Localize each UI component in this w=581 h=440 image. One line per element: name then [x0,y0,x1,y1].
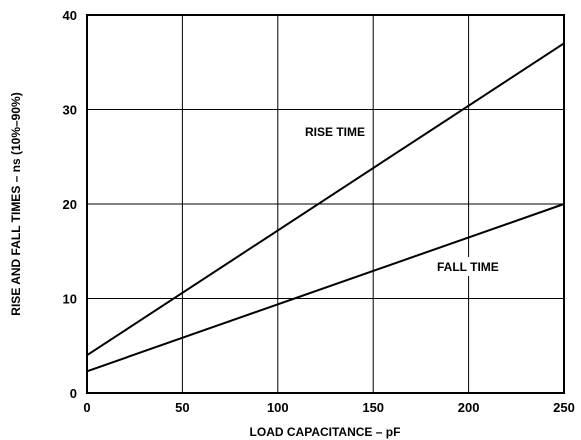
x-tick-label: 200 [458,400,480,415]
series-labels: RISE TIME FALL TIME [305,125,547,276]
series-line-rise-time [86,42,565,357]
x-tick-label: 250 [553,400,575,415]
y-tick-label: 30 [63,103,77,118]
y-tick-labels: 0 10 20 30 40 [63,8,77,401]
x-tick-label: 100 [267,400,289,415]
series-label-fall-time: FALL TIME [437,260,499,274]
x-tick-label: 0 [83,400,90,415]
y-tick-label: 10 [63,292,77,307]
x-axis-title: LOAD CAPACITANCE – pF [250,425,401,439]
series-label-rise-time: RISE TIME [305,125,365,139]
series-line-fall-time [86,203,565,373]
series-group [86,42,565,373]
y-axis-title: RISE AND FALL TIMES – ns (10%–90%) [9,92,23,315]
y-tick-label: 40 [63,8,77,23]
y-tick-label: 0 [70,386,77,401]
series-label-background [433,257,547,276]
x-tick-label: 150 [362,400,384,415]
grid [87,15,564,393]
x-tick-label: 50 [175,400,189,415]
y-tick-label: 20 [63,197,77,212]
x-tick-labels: 0 50 100 150 200 250 [83,400,574,415]
